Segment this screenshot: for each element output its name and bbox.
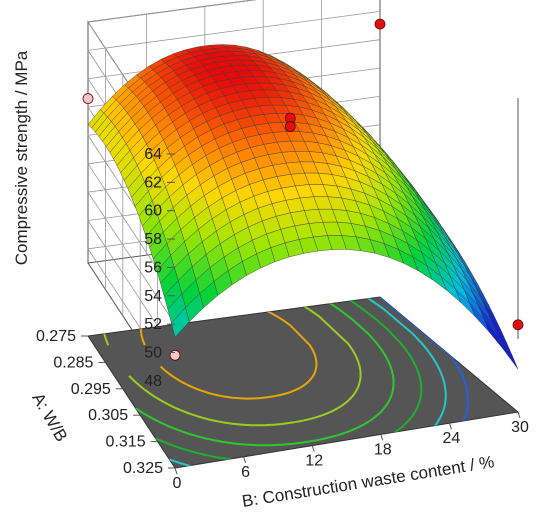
x-tick-label: 0 (173, 475, 182, 492)
contour-line (180, 297, 469, 468)
z-tick-label: 64 (144, 146, 162, 163)
x-axis-title: B: Construction waste content / % (241, 452, 496, 511)
contour-line (101, 297, 362, 427)
x-tick-mark (243, 456, 247, 463)
design-point (284, 121, 296, 133)
x-tick-label: 6 (241, 464, 250, 481)
x-tick-mark (517, 411, 521, 419)
z-tick-label: 50 (144, 344, 162, 361)
floor-contour-plot (87, 296, 520, 469)
design-point (82, 93, 94, 104)
z-axis-title: Compressive strength / MPa (12, 50, 31, 265)
surface-cell (497, 336, 519, 370)
contour-line (88, 297, 395, 447)
z-tick-label: 56 (144, 259, 162, 276)
x-tick-mark (380, 434, 384, 441)
x-tick-label: 18 (374, 441, 392, 458)
z-tick-label: 52 (144, 316, 162, 333)
y-tick-label: 0.285 (53, 354, 93, 371)
x-tick-mark (174, 467, 178, 475)
z-tick-label: 62 (144, 174, 162, 191)
y-tick-label: 0.325 (123, 460, 163, 477)
y-tick-label: 0.275 (36, 328, 76, 345)
x-tick-label: 30 (511, 419, 529, 436)
tick-labels: 48 50 52 54 56 58 60 62 64 0 6 12 18 24 30 0.275 0.285 0.… (36, 146, 529, 492)
design-point (169, 349, 181, 361)
z-tick-label: 54 (144, 288, 162, 305)
y-axis-title: A: W/B (28, 390, 71, 445)
y-tick-label: 0.315 (106, 434, 146, 451)
z-tick-label: 48 (144, 373, 162, 390)
design-point (512, 319, 524, 331)
response-surface (87, 44, 519, 370)
y-tick-label: 0.305 (88, 407, 128, 424)
z-tick-label: 58 (144, 231, 162, 248)
x-tick-label: 24 (443, 430, 461, 447)
z-tick-label: 60 (144, 203, 162, 220)
design-point (374, 18, 386, 30)
x-tick-mark (311, 445, 315, 452)
x-tick-mark (448, 423, 452, 430)
x-tick-label: 12 (305, 453, 323, 470)
y-tick-label: 0.295 (71, 381, 111, 398)
